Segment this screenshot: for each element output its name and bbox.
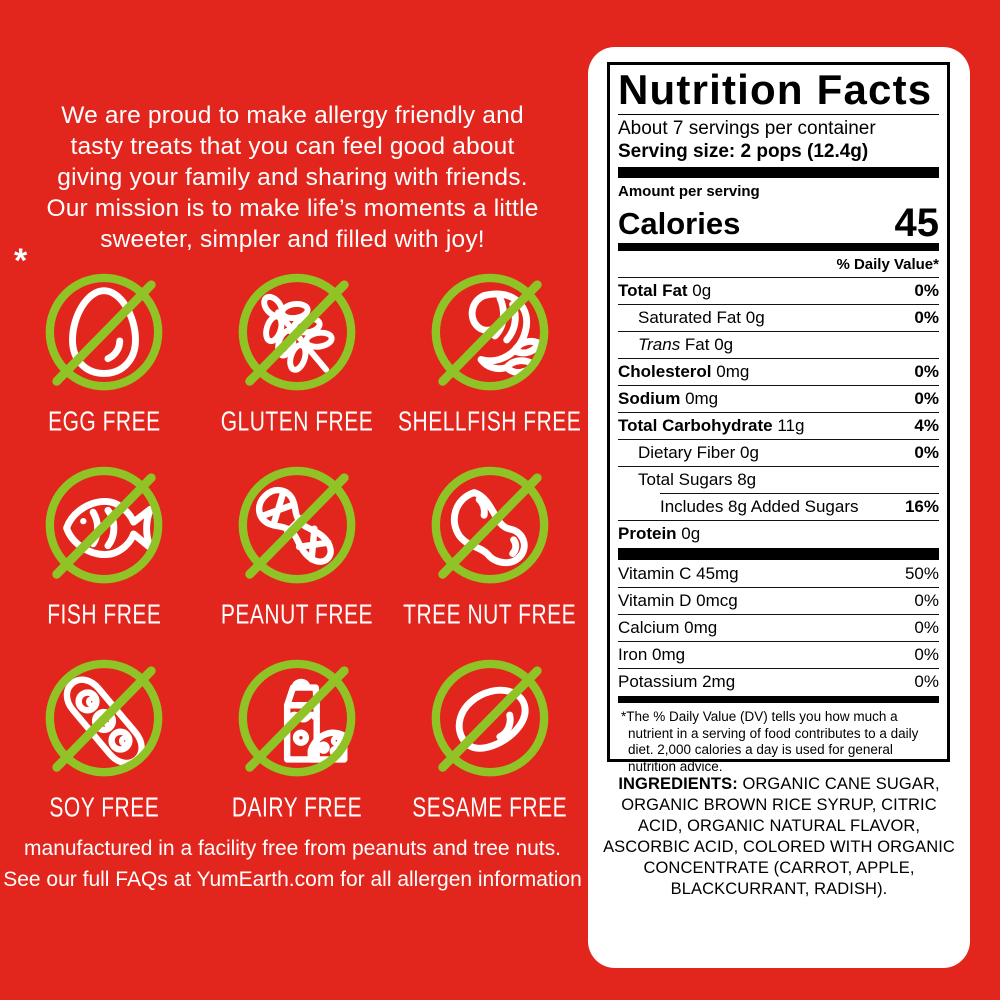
allergen-icon-grid: EGG FREE GLUTEN FREE SHELLFISH FREE FISH FR… [8,270,586,849]
allergen-badge-sesame: SESAME FREE [393,656,586,849]
ingredients-label: INGREDIENTS: [618,775,738,793]
calories-label: Calories [618,206,741,241]
nutrient-row: Cholesterol 0mg 0% [618,358,939,385]
vitamin-rows: Vitamin C 45mg 50% Vitamin D 0mcg 0% Calcium… [618,560,939,695]
nutrient-row: Total Fat 0g 0% [618,277,939,304]
nutrient-row: Saturated Fat 0g 0% [618,304,939,331]
allergen-badge-treenut: TREE NUT FREE [393,463,586,656]
vitamin-row: Vitamin D 0mcg 0% [618,587,939,614]
nutrient-row: Dietary Fiber 0g 0% [618,439,939,466]
allergen-badge-soy: SOY FREE [8,656,201,849]
nutrient-row: Sodium 0mg 0% [618,385,939,412]
daily-value-percent: 0% [914,672,939,691]
nutrient-row: Total Sugars 8g [618,466,939,493]
asterisk-footnote-mark: * [14,242,28,280]
nutrition-facts-panel: Nutrition Facts About 7 servings per con… [588,47,970,968]
nutrition-facts-box: Nutrition Facts About 7 servings per con… [607,62,950,774]
divider [618,114,939,115]
daily-value-percent: 16% [904,496,939,516]
nutrition-facts-title: Nutrition Facts [618,66,933,113]
cashew-icon [425,463,555,598]
allergen-badge-peanut: PEANUT FREE [201,463,394,656]
daily-value-header: % Daily Value* [836,256,939,273]
nutrient-row: Protein 0g [618,520,939,547]
vitamin-row: Vitamin C 45mg 50% [618,563,939,583]
allergen-label-sesame: SESAME FREE [412,793,568,823]
thick-divider [618,696,939,703]
allergen-badge-gluten: GLUTEN FREE [201,270,394,463]
sesame-seed-icon [425,656,555,791]
ingredients-text: INGREDIENTS: ORGANIC CANE SUGAR, ORGANIC… [599,774,959,900]
facility-disclaimer-text: manufactured in a facility free from pea… [3,837,582,891]
brand-mission-text: We are proud to make allergy friendly an… [46,102,539,253]
peanut-icon [232,463,362,598]
daily-value-percent: 0% [914,389,939,408]
allergen-badge-fish: FISH FREE [8,463,201,656]
daily-value-percent: 50% [904,563,939,583]
daily-value-percent: 0% [914,645,939,664]
nutrient-row: Trans Fat 0g [618,331,939,358]
allergen-badge-egg: EGG FREE [8,270,201,463]
nutrient-row: Includes 8g Added Sugars 16% [618,493,939,520]
allergen-label-treenut: TREE NUT FREE [403,600,577,630]
allergen-label-peanut: PEANUT FREE [220,600,374,630]
milk-carton-icon [232,656,362,791]
allergen-label-fish: FISH FREE [47,600,162,630]
daily-value-percent: 0% [914,443,939,462]
allergen-label-shellfish: SHELLFISH FREE [398,407,582,437]
daily-value-percent: 0% [914,308,939,327]
thick-divider [618,548,939,560]
allergen-label-dairy: DAIRY FREE [231,793,363,823]
allergen-label-gluten: GLUTEN FREE [220,407,374,437]
allergen-label-egg: EGG FREE [48,407,161,437]
egg-icon [39,270,169,405]
wheat-icon [232,270,362,405]
daily-value-percent: 0% [914,591,939,610]
daily-value-percent: 4% [914,416,939,435]
daily-value-percent: 0% [914,281,939,300]
ingredients-list: ORGANIC CANE SUGAR, ORGANIC BROWN RICE S… [603,775,955,898]
fish-icon [39,463,169,598]
allergen-label-soy: SOY FREE [49,793,160,823]
servings-per-container: About 7 servings per container [618,118,876,139]
daily-value-percent: 0% [914,618,939,637]
calories-row: Calories 45 [618,201,940,245]
nutrient-rows: Total Fat 0g 0% Saturated Fat 0g 0% Trans Fa… [618,277,939,547]
vitamin-row: Potassium 2mg 0% [618,668,939,695]
amount-per-serving-label: Amount per serving [618,183,760,200]
serving-size: Serving size: 2 pops (12.4g) [618,141,869,162]
daily-value-percent: 0% [914,362,939,381]
vitamin-row: Calcium 0mg 0% [618,614,939,641]
nutrient-row: Total Carbohydrate 11g 4% [618,412,939,439]
soy-pod-icon [39,656,169,791]
daily-value-footnote: *The % Daily Value (DV) tells you how mu… [621,709,919,774]
calories-value: 45 [894,201,940,245]
vitamin-row: Iron 0mg 0% [618,641,939,668]
shrimp-icon [425,270,555,405]
allergen-badge-dairy: DAIRY FREE [201,656,394,849]
allergen-badge-shellfish: SHELLFISH FREE [393,270,586,463]
thick-divider [618,243,939,251]
thick-divider [618,167,939,178]
